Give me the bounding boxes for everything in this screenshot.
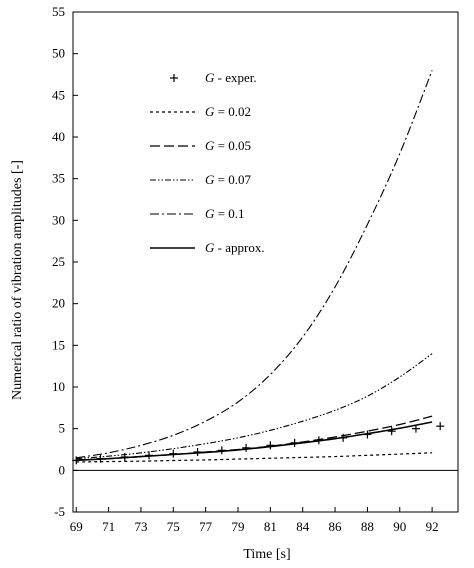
- legend-label: G = 0.05: [205, 138, 251, 153]
- x-tick-label: 75: [167, 519, 180, 534]
- legend-item: G = 0.07: [150, 172, 251, 187]
- y-axis-label: Numerical ratio of vibration amplitudes …: [10, 160, 25, 400]
- data-point: [387, 427, 396, 436]
- legend-symbol: G: [205, 104, 215, 119]
- x-tick-label: 92: [426, 519, 439, 534]
- x-tick-label: 73: [134, 519, 147, 534]
- y-tick-label: 30: [52, 212, 65, 227]
- plot-frame: [72, 11, 459, 513]
- legend-item: G = 0.05: [150, 138, 251, 153]
- x-tick-label: 71: [102, 519, 115, 534]
- series-g-0-05-line: [76, 415, 433, 461]
- x-tick-label: 88: [361, 519, 374, 534]
- legend-label: G = 0.07: [205, 172, 251, 187]
- series-g-0-02-line: [76, 452, 433, 463]
- y-tick-label: 5: [59, 421, 66, 436]
- y-tick-label: 35: [52, 171, 65, 186]
- y-tick-label: 0: [59, 462, 66, 477]
- legend-symbol: G: [205, 240, 215, 255]
- x-tick-label: 79: [232, 519, 245, 534]
- x-tick-label: 90: [393, 519, 406, 534]
- legend-item: G - approx.: [150, 240, 265, 255]
- series-g-approx-line: [76, 421, 433, 462]
- legend-item: G - exper.: [170, 70, 257, 85]
- legend-marker: [170, 74, 178, 82]
- x-tick-label: 77: [199, 519, 213, 534]
- legend-rest: = 0.1: [214, 206, 244, 221]
- legend-rest: = 0.07: [214, 172, 251, 187]
- x-axis-label: Time [s]: [243, 547, 290, 562]
- x-tick-label: 84: [296, 519, 310, 534]
- x-tick-label: 69: [70, 519, 83, 534]
- legend-rest: = 0.05: [214, 138, 251, 153]
- x-tick-label: 81: [264, 519, 277, 534]
- legend-symbol: G: [205, 70, 215, 85]
- y-tick-label: 45: [52, 87, 65, 102]
- data-point: [436, 422, 445, 431]
- y-tick-label: 20: [52, 296, 65, 311]
- legend-rest: - approx.: [214, 240, 264, 255]
- y-tick-label: 55: [52, 4, 65, 19]
- legend-label: G = 0.1: [205, 206, 244, 221]
- legend-label: G = 0.02: [205, 104, 251, 119]
- legend-rest: = 0.02: [214, 104, 251, 119]
- plot-area: [72, 70, 445, 465]
- y-tick-label: 25: [52, 254, 65, 269]
- ticks: -5 0 5 10 15 20 25 30 35 40 45 50 55 69 71 73 75 77 79 81 84…: [52, 4, 439, 534]
- legend: G - exper.G = 0.02G = 0.05G = 0.07G = 0.…: [150, 70, 265, 255]
- legend-item: G = 0.1: [150, 206, 244, 221]
- y-tick-label: 15: [52, 337, 65, 352]
- y-tick-label: 40: [52, 129, 65, 144]
- y-tick-label: 50: [52, 46, 65, 61]
- y-tick-label: 10: [52, 379, 65, 394]
- legend-symbol: G: [205, 206, 215, 221]
- series-g-0-07-line: [76, 353, 433, 460]
- y-tick-label: -5: [54, 504, 65, 519]
- series-g-0-1-line: [76, 70, 433, 459]
- axes: [72, 11, 459, 513]
- x-tick-label: 86: [329, 519, 343, 534]
- data-point: [411, 424, 420, 433]
- legend-rest: - exper.: [214, 70, 256, 85]
- legend-item: G = 0.02: [150, 104, 251, 119]
- legend-label: G - approx.: [205, 240, 265, 255]
- legend-symbol: G: [205, 172, 215, 187]
- legend-label: G - exper.: [205, 70, 257, 85]
- legend-symbol: G: [205, 138, 215, 153]
